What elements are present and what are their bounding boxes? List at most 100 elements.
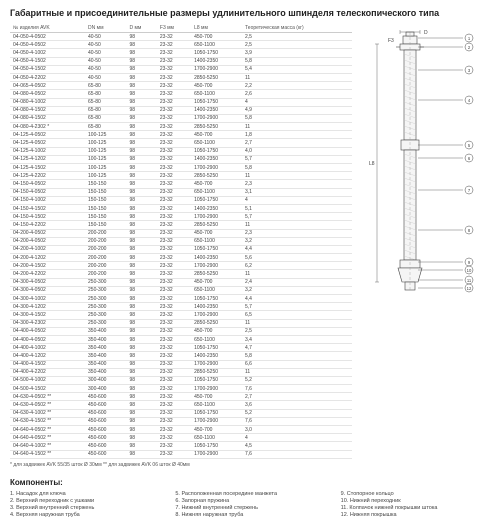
table-cell: 2,7: [242, 393, 352, 401]
table-cell: 1700-2900: [191, 114, 242, 122]
table-cell: 23-32: [157, 49, 191, 57]
table-cell: 23-32: [157, 65, 191, 73]
table-cell: 150-150: [85, 180, 126, 188]
components-title: Компоненты:: [10, 478, 490, 487]
table-cell: 23-32: [157, 385, 191, 393]
table-row: 04-150-4-0502150-1509823-32450-7002,3: [10, 180, 352, 188]
table-cell: 650-1100: [191, 188, 242, 196]
table-cell: 04-125-4-2202: [10, 172, 85, 180]
table-cell: 7,6: [242, 417, 352, 425]
table-cell: 40-50: [85, 65, 126, 73]
component-item: 8. Нижняя наружная труба: [175, 512, 324, 518]
svg-text:10: 10: [467, 268, 472, 273]
table-cell: 23-32: [157, 376, 191, 384]
table-cell: 98: [126, 33, 156, 41]
table-cell: 650-1100: [191, 286, 242, 294]
table-cell: 04-125-4-1002: [10, 147, 85, 155]
table-cell: 2850-5250: [191, 319, 242, 327]
table-cell: 65-80: [85, 90, 126, 98]
table-row: 04-640-4-1002 **450-6009823-321050-17504…: [10, 442, 352, 450]
table-cell: 04-500-4-1502: [10, 385, 85, 393]
table-cell: 2850-5250: [191, 221, 242, 229]
table-cell: 23-32: [157, 147, 191, 155]
table-cell: 98: [126, 90, 156, 98]
table-cell: 98: [126, 221, 156, 229]
table-cell: 4,4: [242, 295, 352, 303]
component-item: 4. Верхняя наружная труба: [10, 512, 159, 518]
table-cell: 23-32: [157, 123, 191, 131]
table-cell: 11: [242, 172, 352, 180]
table-cell: 2,7: [242, 139, 352, 147]
table-cell: 04-400-4-2202: [10, 368, 85, 376]
table-cell: 98: [126, 270, 156, 278]
svg-text:D: D: [424, 30, 428, 36]
table-cell: 23-32: [157, 426, 191, 434]
table-cell: 2850-5250: [191, 172, 242, 180]
table-cell: 1700-2900: [191, 213, 242, 221]
table-row: 04-400-4-0502350-4009823-32450-7002,5: [10, 327, 352, 335]
table-cell: 04-125-4-0502: [10, 139, 85, 147]
table-cell: 1050-1750: [191, 409, 242, 417]
table-cell: 04-050-4-2202: [10, 73, 85, 81]
table-cell: 98: [126, 155, 156, 163]
table-cell: 100-125: [85, 155, 126, 163]
table-cell: 04-080-4-0502: [10, 90, 85, 98]
table-cell: 250-300: [85, 286, 126, 294]
table-cell: 1050-1750: [191, 344, 242, 352]
table-cell: 100-125: [85, 147, 126, 155]
table-row: 04-125-4-1202100-1259823-321400-23505,7: [10, 155, 352, 163]
dimensions-table: № изделия AVKDN ммD ммF3 ммL8 ммТеоретич…: [10, 24, 352, 459]
table-cell: 98: [126, 123, 156, 131]
table-cell: 23-32: [157, 229, 191, 237]
table-cell: 5,8: [242, 352, 352, 360]
table-cell: 450-600: [85, 401, 126, 409]
table-cell: 450-700: [191, 180, 242, 188]
table-cell: 1050-1750: [191, 196, 242, 204]
footnote: * для задвижек AVK 55/35 шток Ø 30мм ** …: [10, 462, 352, 468]
table-cell: 98: [126, 41, 156, 49]
table-cell: 65-80: [85, 114, 126, 122]
table-cell: 98: [126, 352, 156, 360]
svg-text:11: 11: [467, 278, 472, 283]
table-cell: 450-600: [85, 417, 126, 425]
table-cell: 11: [242, 123, 352, 131]
table-cell: 23-32: [157, 164, 191, 172]
table-cell: 2,2: [242, 82, 352, 90]
table-cell: 98: [126, 401, 156, 409]
table-cell: 23-32: [157, 188, 191, 196]
table-cell: 2,5: [242, 327, 352, 335]
table-cell: 3,9: [242, 49, 352, 57]
table-cell: 250-300: [85, 278, 126, 286]
table-cell: 350-400: [85, 360, 126, 368]
table-cell: 04-300-4-1502: [10, 311, 85, 319]
table-cell: 98: [126, 245, 156, 253]
table-cell: 11: [242, 270, 352, 278]
table-cell: 04-150-4-0502: [10, 180, 85, 188]
table-row: 04-080-4-2302 *65-809823-322850-525011: [10, 123, 352, 131]
table-cell: 1400-2350: [191, 254, 242, 262]
table-cell: 98: [126, 114, 156, 122]
table-cell: 23-32: [157, 286, 191, 294]
table-cell: 23-32: [157, 344, 191, 352]
table-cell: 04-400-4-0502: [10, 327, 85, 335]
table-cell: 1050-1750: [191, 147, 242, 155]
table-cell: 98: [126, 131, 156, 139]
table-cell: 65-80: [85, 106, 126, 114]
table-cell: 6,2: [242, 262, 352, 270]
table-row: 04-050-4-220240-509823-322850-525011: [10, 73, 352, 81]
table-row: 04-300-4-2302250-3009823-322850-525011: [10, 319, 352, 327]
table-cell: 2,3: [242, 180, 352, 188]
table-row: 04-200-4-1202200-2009823-321400-23505,6: [10, 254, 352, 262]
table-cell: 450-700: [191, 426, 242, 434]
table-cell: 98: [126, 442, 156, 450]
table-cell: 2850-5250: [191, 123, 242, 131]
table-row: 04-630-4-0502 **450-6009823-32650-11003,…: [10, 401, 352, 409]
table-cell: 98: [126, 73, 156, 81]
table-cell: 450-600: [85, 434, 126, 442]
table-cell: 23-32: [157, 417, 191, 425]
table-cell: 300-400: [85, 385, 126, 393]
table-row: 04-080-4-050265-809823-32650-11002,6: [10, 90, 352, 98]
table-row: 04-300-4-1502250-3009823-321700-29006,5: [10, 311, 352, 319]
table-cell: 04-080-4-2302 *: [10, 123, 85, 131]
table-row: 04-080-4-100265-809823-321050-17504: [10, 98, 352, 106]
